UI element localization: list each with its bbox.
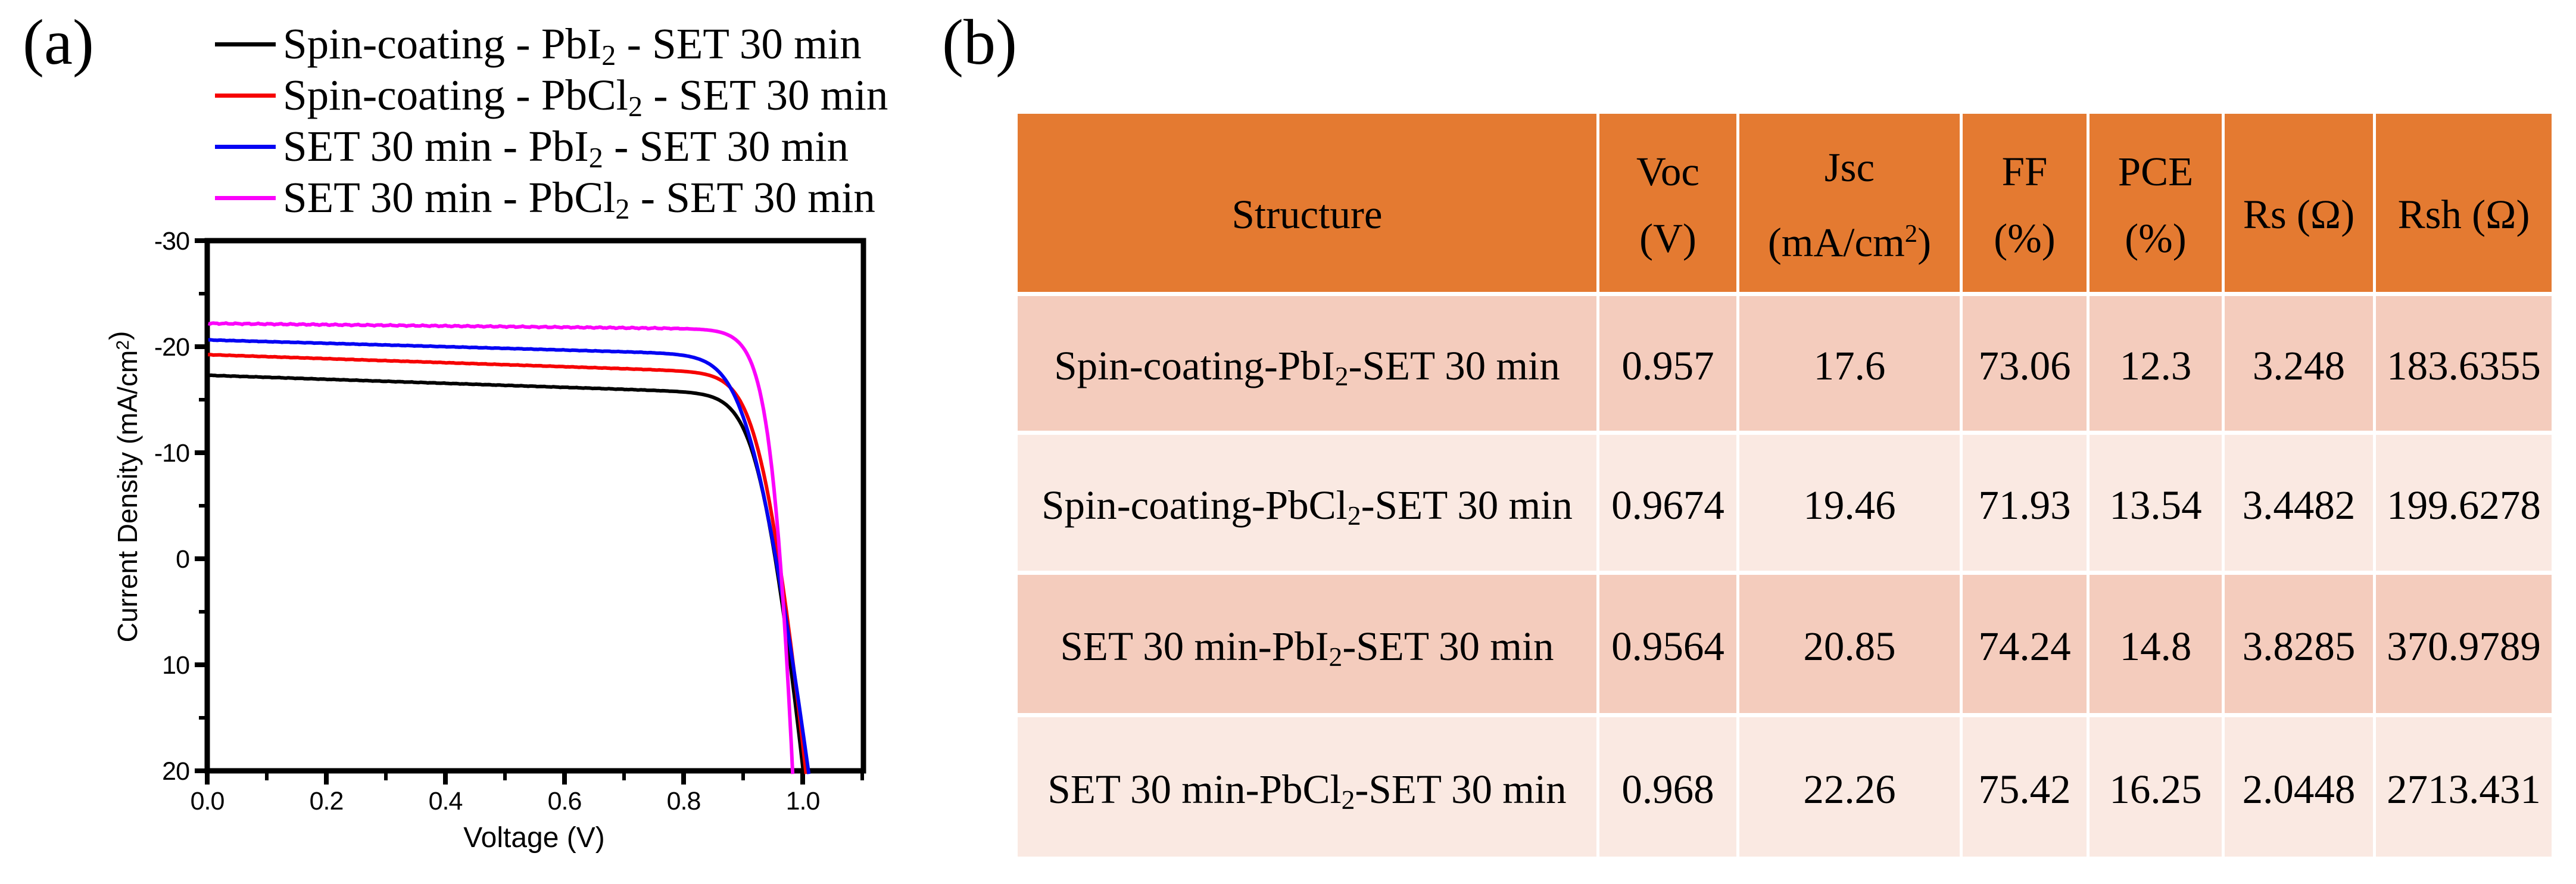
svg-text:0.6: 0.6 <box>548 787 582 815</box>
svg-text:Current Density (mA/cm2): Current Density (mA/cm2) <box>104 331 143 643</box>
svg-text:Voltage (V): Voltage (V) <box>463 822 604 854</box>
svg-text:1.0: 1.0 <box>786 787 820 815</box>
svg-text:10: 10 <box>162 651 189 680</box>
svg-text:-30: -30 <box>154 227 189 256</box>
svg-text:0.4: 0.4 <box>429 787 463 815</box>
svg-text:0.8: 0.8 <box>667 787 701 815</box>
svg-text:0.2: 0.2 <box>310 787 344 815</box>
svg-text:20: 20 <box>162 757 189 786</box>
svg-text:0: 0 <box>176 545 189 574</box>
svg-text:0.0: 0.0 <box>191 787 224 815</box>
svg-text:-20: -20 <box>154 333 189 362</box>
svg-text:-10: -10 <box>154 439 189 468</box>
